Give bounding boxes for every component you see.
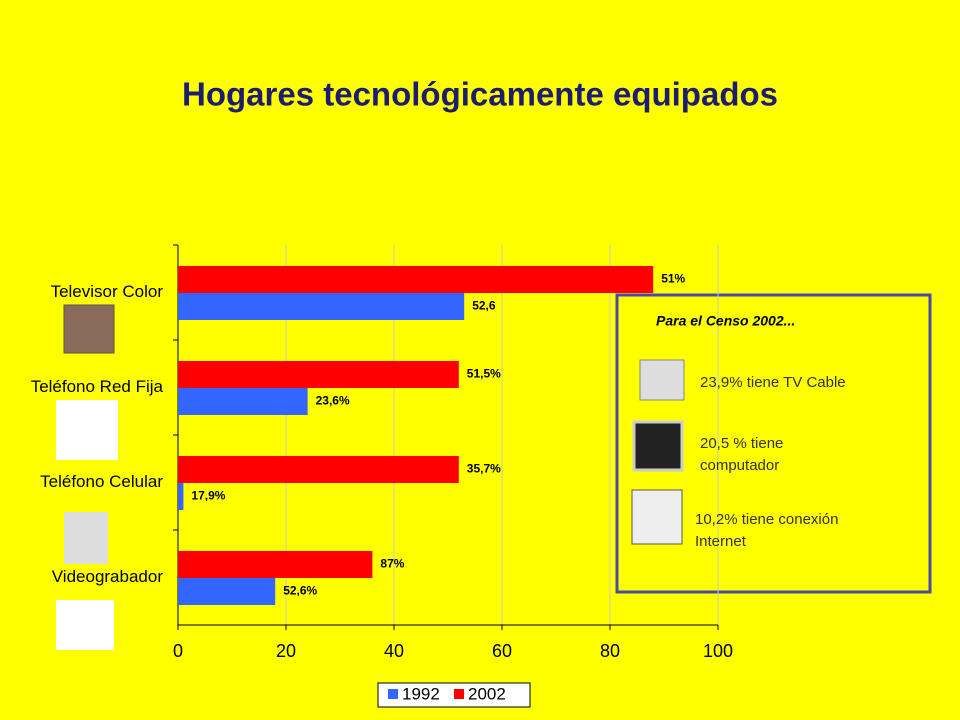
inset-title: Para el Censo 2002...	[656, 313, 795, 329]
inset-box	[615, 293, 932, 594]
bar-annotation: 52,6	[472, 299, 496, 313]
bar	[178, 388, 308, 415]
x-tick-label: 0	[173, 641, 183, 661]
category-label: Teléfono Red Fija	[31, 377, 164, 396]
bar-annotation: 17,9%	[191, 489, 225, 503]
bar	[178, 293, 465, 320]
icon-phone	[56, 400, 118, 460]
bar	[178, 361, 459, 388]
bar-annotation: 52,6%	[283, 584, 317, 598]
icon-computer	[632, 420, 684, 472]
bar	[178, 551, 373, 578]
bar-annotation: 87%	[380, 557, 404, 571]
icon-cell	[64, 512, 108, 564]
inset-text: computador	[700, 457, 779, 474]
bar-annotation: 51%	[661, 272, 685, 286]
icon-internet	[631, 489, 683, 545]
x-tick-label: 40	[384, 641, 404, 661]
x-tick-label: 60	[492, 641, 512, 661]
icon-tv	[63, 304, 115, 354]
inset-text: 10,2% tiene conexión	[695, 511, 838, 528]
inset-text: Internet	[695, 533, 747, 550]
chart-title: Hogares tecnológicamente equipados	[182, 76, 778, 113]
legend-swatch	[454, 689, 464, 699]
x-tick-label: 100	[703, 641, 733, 661]
bar	[178, 456, 459, 483]
bar	[178, 266, 654, 293]
bar	[178, 578, 276, 605]
category-label: Teléfono Celular	[40, 472, 163, 491]
x-tick-label: 20	[276, 641, 296, 661]
legend-label: 1992	[402, 684, 440, 703]
bar-annotation: 23,6%	[316, 394, 350, 408]
bar-annotation: 51,5%	[467, 367, 501, 381]
icon-vcr	[56, 600, 114, 650]
legend-swatch	[388, 689, 398, 699]
category-label: Televisor Color	[51, 282, 164, 301]
bar-annotation: 35,7%	[467, 462, 501, 476]
icon-cable	[639, 359, 685, 401]
x-tick-label: 80	[600, 641, 620, 661]
inset-text: 23,9% tiene TV Cable	[700, 374, 846, 391]
bar	[178, 483, 184, 510]
inset-text: 20,5 % tiene	[700, 435, 783, 452]
legend-label: 2002	[468, 684, 506, 703]
category-label: Videograbador	[52, 567, 164, 586]
